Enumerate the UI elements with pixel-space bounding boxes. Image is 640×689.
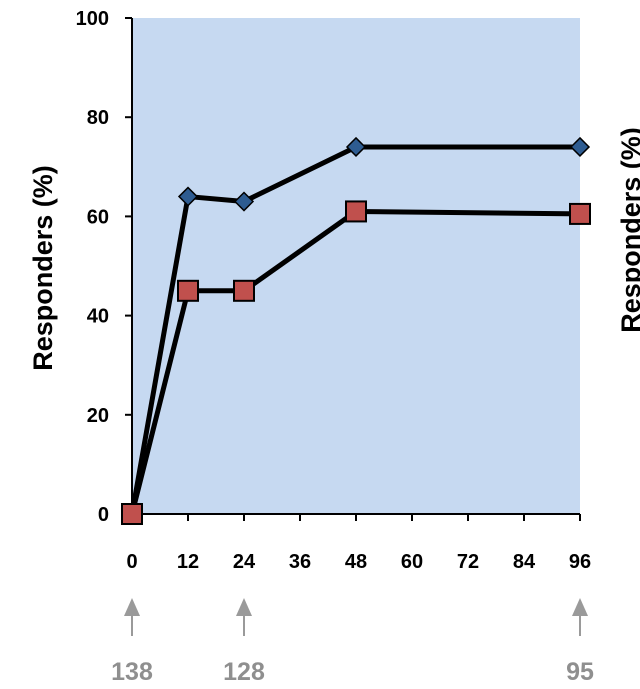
- y-tick-label: 80: [87, 107, 109, 129]
- series-layer: [121, 136, 591, 525]
- series-square: [121, 200, 591, 525]
- data-point-square: [177, 279, 199, 302]
- patient-count-annotations: 138 128 95: [111, 598, 594, 686]
- x-tick-labels: 0 12 24 36 48 60 72 84 96: [126, 551, 591, 573]
- patient-count-annotation: 138: [111, 598, 153, 686]
- y-tick-label: 0: [98, 504, 109, 526]
- data-point-square: [121, 503, 143, 525]
- data-point-square: [345, 200, 367, 223]
- data-point-square: [569, 202, 591, 225]
- data-point-diamond: [177, 186, 199, 207]
- data-point-square: [233, 279, 255, 302]
- y-tick-label: 20: [87, 405, 109, 427]
- arrow-head-icon: [236, 598, 252, 616]
- x-tick-label: 24: [233, 551, 256, 573]
- right-panel-y-axis-label: Responders (%): [616, 127, 640, 333]
- x-tick-label: 96: [569, 551, 591, 573]
- x-tick-label: 84: [513, 551, 536, 573]
- x-tick-label: 48: [345, 551, 367, 573]
- x-tick-label: 72: [457, 551, 479, 573]
- y-tick-label: 60: [87, 206, 109, 228]
- x-tick-label: 0: [126, 551, 137, 573]
- y-tick-label: 40: [87, 306, 109, 328]
- patient-count-label: 95: [566, 658, 594, 686]
- y-axis-label: Responders (%): [28, 165, 58, 371]
- data-point-diamond: [569, 136, 591, 158]
- patient-count-annotation: 128: [223, 598, 265, 686]
- y-axis-ticks: [125, 17, 132, 515]
- data-point-diamond: [345, 136, 367, 158]
- data-point-diamond: [233, 191, 255, 212]
- arrow-head-icon: [572, 598, 588, 616]
- x-tick-label: 36: [289, 551, 311, 573]
- patient-count-label: 128: [223, 658, 265, 686]
- x-tick-label: 60: [401, 551, 423, 573]
- y-tick-label: 100: [76, 8, 109, 30]
- x-tick-label: 12: [177, 551, 199, 573]
- patient-count-label: 138: [111, 658, 153, 686]
- x-axis-ticks: [131, 514, 581, 521]
- y-tick-labels: 0 20 40 60 80 100: [76, 8, 109, 526]
- arrow-head-icon: [124, 598, 140, 616]
- plot-area-background: [132, 18, 580, 514]
- patient-count-annotation: 95: [566, 598, 594, 686]
